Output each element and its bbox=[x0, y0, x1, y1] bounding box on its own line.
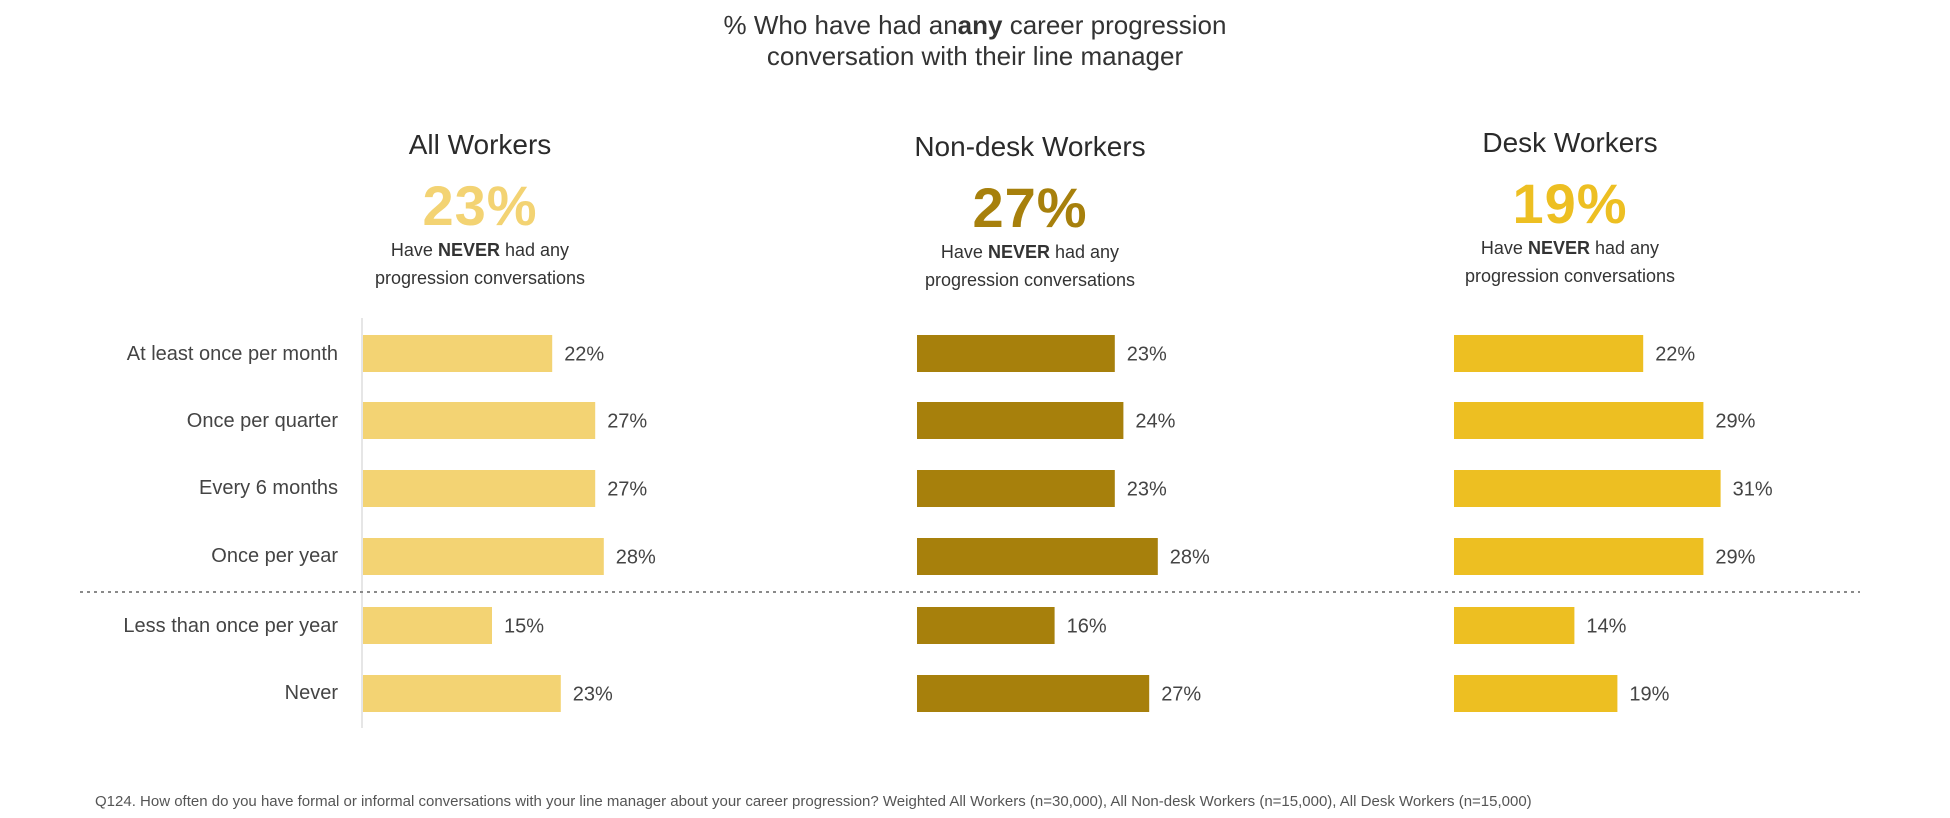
bar-value-label: 22% bbox=[1655, 344, 1695, 366]
bar-value-label: 14% bbox=[1586, 616, 1626, 638]
category-label: At least once per month bbox=[126, 343, 338, 365]
bar-value-label: 28% bbox=[1170, 547, 1210, 569]
bar bbox=[363, 607, 492, 644]
bar-value-label: 23% bbox=[1127, 479, 1167, 501]
category-label: Less than once per year bbox=[123, 615, 338, 637]
panel-head-all-workers: All Workers 23% Have NEVER had any progr… bbox=[280, 128, 680, 292]
note-suffix: had any bbox=[1055, 242, 1120, 262]
note-emphasis: NEVER bbox=[1527, 238, 1590, 258]
bar-value-label: 19% bbox=[1629, 684, 1669, 706]
bar bbox=[1454, 470, 1721, 507]
never-note: Have NEVER had any progression conversat… bbox=[1370, 234, 1770, 290]
bar-value-label: 27% bbox=[607, 411, 647, 433]
bar bbox=[917, 538, 1158, 575]
bar bbox=[917, 675, 1150, 712]
bar bbox=[1454, 675, 1618, 712]
bar bbox=[917, 607, 1055, 644]
category-label: Never bbox=[284, 682, 338, 704]
note-emphasis: NEVER bbox=[437, 240, 500, 260]
bar bbox=[363, 470, 596, 507]
bar bbox=[1454, 402, 1704, 439]
never-percentage: 27% bbox=[972, 176, 1088, 239]
bar bbox=[363, 538, 604, 575]
never-percentage: 23% bbox=[422, 174, 538, 237]
panel-head-non-desk-workers: Non-desk Workers 27% Have NEVER had any … bbox=[830, 130, 1230, 294]
chart-title-line2: conversation with their line manager bbox=[766, 41, 1184, 71]
bar bbox=[363, 335, 553, 372]
note-suffix: had any bbox=[1595, 238, 1660, 258]
bar-value-label: 29% bbox=[1715, 547, 1755, 569]
bar bbox=[917, 470, 1115, 507]
category-label: Once per year bbox=[211, 545, 338, 567]
bar bbox=[1454, 335, 1644, 372]
bar-value-label: 28% bbox=[616, 547, 656, 569]
never-note: Have NEVER had any progression conversat… bbox=[830, 238, 1230, 294]
note-prefix: Have bbox=[390, 240, 433, 260]
footnote: Q124. How often do you have formal or in… bbox=[95, 793, 1532, 810]
bar bbox=[363, 675, 561, 712]
panel-name: Non-desk Workers bbox=[914, 131, 1146, 162]
bar-value-label: 23% bbox=[1127, 344, 1167, 366]
panel-head-desk-workers: Desk Workers 19% Have NEVER had any prog… bbox=[1370, 126, 1770, 290]
category-label: Once per quarter bbox=[186, 410, 338, 432]
bar bbox=[1454, 607, 1575, 644]
bar bbox=[1454, 538, 1704, 575]
bar bbox=[917, 335, 1115, 372]
category-label: Every 6 months bbox=[199, 477, 338, 499]
title-emphasis: any bbox=[957, 10, 1003, 40]
never-percentage: 19% bbox=[1512, 172, 1628, 235]
bar-value-label: 22% bbox=[564, 344, 604, 366]
chart-title: % Who have had anany career progression … bbox=[0, 10, 1950, 72]
panel-name: All Workers bbox=[408, 129, 552, 160]
bar-value-label: 31% bbox=[1733, 479, 1773, 501]
note-line2: progression conversations bbox=[924, 270, 1136, 290]
bar bbox=[917, 402, 1124, 439]
bar-chart: 22% 27% 27% 28% 15% 23% 23% 24% 23% 28% 16% 27% 22% 2… bbox=[80, 318, 1860, 728]
title-prefix: % Who have had an bbox=[723, 10, 958, 40]
title-suffix: career progression bbox=[1002, 10, 1227, 40]
chart-title-line1: % Who have had anany career progression bbox=[0, 10, 1950, 41]
bar-value-label: 27% bbox=[607, 479, 647, 501]
note-emphasis: NEVER bbox=[987, 242, 1050, 262]
never-note: Have NEVER had any progression conversat… bbox=[280, 236, 680, 292]
bar-value-label: 24% bbox=[1135, 411, 1175, 433]
bars-layer: 22% 27% 27% 28% 15% 23% 23% 24% 23% 28% 16% 27% 22% 2… bbox=[363, 335, 1773, 712]
note-prefix: Have bbox=[940, 242, 983, 262]
bar-value-label: 27% bbox=[1161, 684, 1201, 706]
bar-value-label: 16% bbox=[1067, 616, 1107, 638]
note-line2: progression conversations bbox=[1464, 266, 1676, 286]
note-line2: progression conversations bbox=[374, 268, 586, 288]
bar-value-label: 29% bbox=[1715, 411, 1755, 433]
bar-value-label: 23% bbox=[573, 684, 613, 706]
note-prefix: Have bbox=[1480, 238, 1523, 258]
panel-name: Desk Workers bbox=[1482, 127, 1658, 158]
note-suffix: had any bbox=[505, 240, 570, 260]
bar-value-label: 15% bbox=[504, 616, 544, 638]
bar bbox=[363, 402, 596, 439]
